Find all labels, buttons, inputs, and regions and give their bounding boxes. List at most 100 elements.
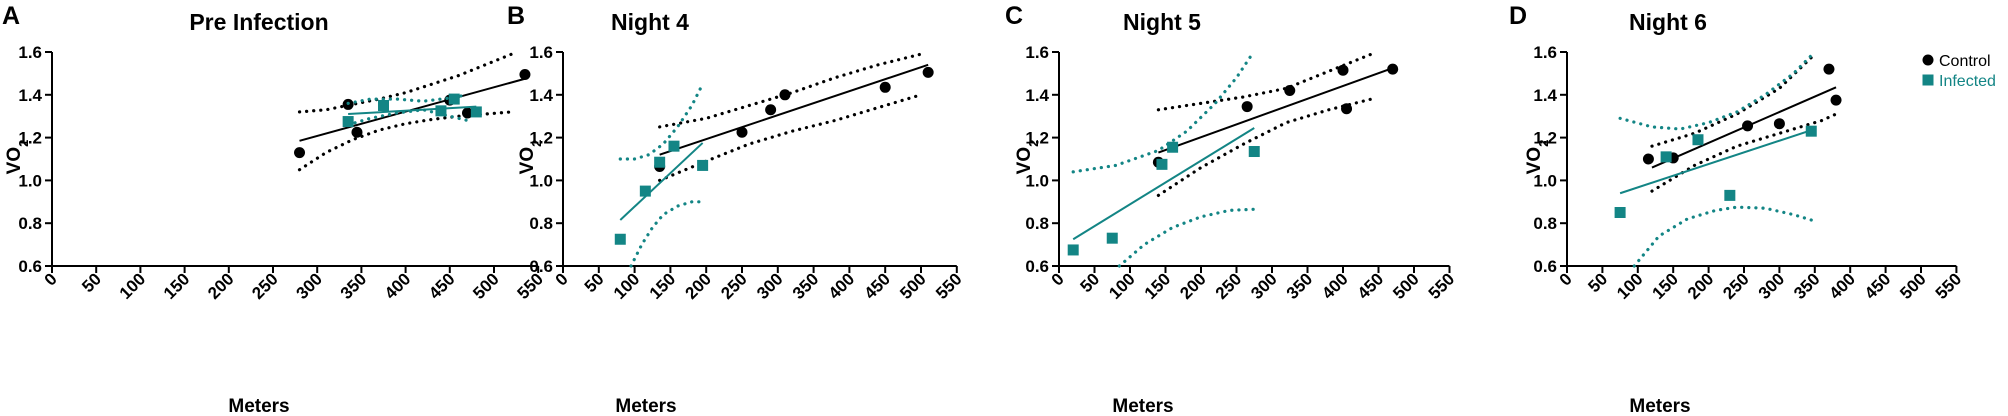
control-data-point xyxy=(294,147,306,159)
y-tick-label: 1.0 xyxy=(18,171,42,190)
y-axis-label-c: VO2 xyxy=(1014,140,1041,175)
x-axis-label-d: Meters xyxy=(1629,396,1690,416)
control-fit-line xyxy=(1158,67,1394,154)
y-tick-label: 1.2 xyxy=(1533,129,1557,148)
x-tick-label: 400 xyxy=(1318,269,1351,302)
infected-data-point xyxy=(1067,244,1079,256)
x-tick-label: 0 xyxy=(41,269,61,289)
panel-letter-c: C xyxy=(1005,2,1023,30)
infected-data-point xyxy=(1692,134,1704,146)
x-tick-label: 500 xyxy=(469,269,502,302)
x-tick-label: 400 xyxy=(1826,269,1859,302)
plot-area-d: 0.60.81.01.21.41.60 50 100 150 200 250 300 350 4… xyxy=(1533,43,1965,303)
y-tick-label: 1.2 xyxy=(1025,129,1049,148)
y-tick-label: 0.8 xyxy=(1025,214,1049,233)
control-data-point xyxy=(1284,85,1296,97)
x-tick-label: 250 xyxy=(717,269,750,302)
x-tick-label: 150 xyxy=(160,269,193,302)
control-data-point xyxy=(779,89,791,101)
infected-data-point xyxy=(697,159,709,171)
y-tick-label: 1.4 xyxy=(1025,86,1049,105)
x-tick-label: 350 xyxy=(337,269,370,302)
infected-ci-lower-band xyxy=(629,200,705,268)
infected-data-point xyxy=(1614,207,1626,218)
control-ci-upper-band xyxy=(297,52,514,114)
infected-fit-line xyxy=(1072,127,1255,241)
y-tick-label: 1.6 xyxy=(1533,43,1557,62)
y-tick-label: 0.6 xyxy=(1533,257,1557,276)
infected-fit-line xyxy=(1619,128,1816,195)
x-tick-label: 300 xyxy=(293,269,326,302)
control-data-point xyxy=(765,104,777,116)
panel-d: D Night 6 Meters VO2 0.6 0.8 1.0 1.2 1.4 1.6 0… xyxy=(1509,2,1965,416)
x-tick-label: 200 xyxy=(1176,269,1209,302)
x-tick-label: 500 xyxy=(896,269,929,302)
x-tick-label: 400 xyxy=(381,269,414,302)
infected-data-point xyxy=(1167,141,1179,153)
legend-infected-marker xyxy=(1922,74,1934,86)
x-tick-label: 300 xyxy=(1247,269,1280,302)
x-tick-label: 400 xyxy=(825,269,858,302)
x-tick-label: 250 xyxy=(248,269,281,302)
infected-data-point xyxy=(1106,232,1118,244)
control-data-point xyxy=(351,126,363,138)
infected-data-point xyxy=(668,140,680,152)
y-axis-label-c-sub: 2 xyxy=(1026,140,1041,147)
panel-a: A Pre Infection Meters VO2 0.60.81.01.21… xyxy=(2,2,547,416)
y-tick-label: 0.6 xyxy=(529,257,553,276)
y-tick-label: 1.6 xyxy=(1025,43,1049,62)
x-tick-label: 450 xyxy=(1354,269,1387,302)
infected-ci-upper-band xyxy=(1071,54,1253,174)
control-data-point xyxy=(1241,101,1253,113)
control-data-point xyxy=(519,68,531,80)
panel-b: B Night 4 Meters VO2 0.6 0.8 1.0 1.2 1.4 1.6 0… xyxy=(507,2,966,416)
x-tick-label: 450 xyxy=(425,269,458,302)
x-tick-label: 50 xyxy=(581,269,608,296)
infected-data-point xyxy=(614,233,626,245)
infected-ci-lower-band xyxy=(1632,205,1817,268)
y-tick-label: 1.4 xyxy=(18,86,42,105)
y-tick-label: 1.6 xyxy=(529,43,553,62)
y-axis-label-d-sub: 2 xyxy=(1536,140,1551,147)
y-axis-label-a-sub: 2 xyxy=(16,140,31,147)
control-data-point xyxy=(1387,63,1399,75)
x-tick-label: 500 xyxy=(1896,269,1929,302)
y-tick-label: 1.0 xyxy=(1533,171,1557,190)
control-data-point xyxy=(1742,120,1754,132)
y-tick-label: 0.6 xyxy=(18,257,42,276)
infected-ci-upper-band xyxy=(618,82,705,161)
y-tick-label: 1.4 xyxy=(529,86,553,105)
control-data-point xyxy=(922,66,934,78)
x-tick-label: 550 xyxy=(1932,269,1965,302)
control-ci-upper-band xyxy=(658,52,923,129)
control-ci-lower-band xyxy=(1156,97,1374,197)
y-axis-label-b-main: VO xyxy=(517,147,538,174)
x-tick-label: 100 xyxy=(116,269,149,302)
infected-data-point xyxy=(448,93,460,105)
y-axis-label-b-sub: 2 xyxy=(529,140,544,147)
y-tick-label: 0.8 xyxy=(529,214,553,233)
infected-data-point xyxy=(1248,146,1260,158)
panel-title-b: Night 4 xyxy=(611,9,689,35)
control-data-point xyxy=(1337,64,1349,76)
control-ci-upper-band xyxy=(1156,52,1374,112)
x-tick-label: 500 xyxy=(1389,269,1422,302)
x-tick-label: 50 xyxy=(1584,269,1611,296)
panel-letter-a: A xyxy=(2,2,20,30)
infected-data-point xyxy=(378,100,389,111)
x-tick-label: 350 xyxy=(789,269,822,302)
x-tick-label: 0 xyxy=(552,269,572,289)
legend-control-marker xyxy=(1922,54,1934,66)
y-axis-label-a-main: VO xyxy=(4,147,25,174)
x-tick-label: 50 xyxy=(1077,269,1104,296)
infected-data-point xyxy=(639,185,651,197)
y-axis-label-d-main: VO xyxy=(1524,147,1545,174)
infected-data-point xyxy=(342,116,354,128)
infected-data-point xyxy=(1156,158,1168,170)
panel-title-d: Night 6 xyxy=(1629,9,1707,35)
control-data-point xyxy=(736,126,748,138)
y-tick-label: 1.2 xyxy=(18,129,42,148)
control-data-point xyxy=(1341,103,1353,115)
infected-ci-lower-band xyxy=(1117,207,1256,268)
